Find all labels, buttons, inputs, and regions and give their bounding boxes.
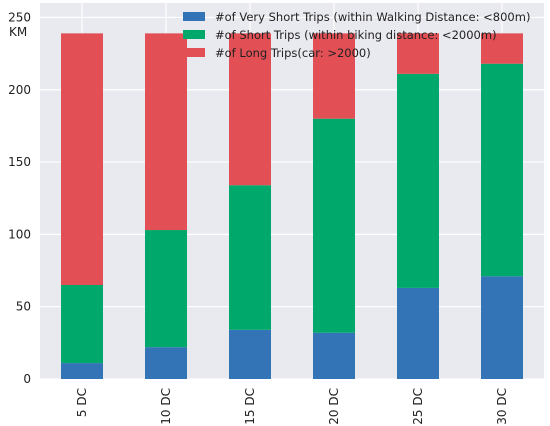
bar-segment bbox=[481, 63, 523, 277]
y-tick-label: 150 bbox=[8, 155, 31, 169]
legend-label: #of Short Trips (within biking distance:… bbox=[215, 28, 497, 42]
bar-segment bbox=[313, 118, 355, 333]
x-tick-label: 5 DC bbox=[75, 388, 89, 417]
legend-label: #of Long Trips(car: >2000) bbox=[215, 46, 371, 60]
bar-segment bbox=[229, 185, 271, 330]
legend-label: #of Very Short Trips (within Walking Dis… bbox=[215, 10, 530, 24]
y-tick-label: 0 bbox=[23, 372, 31, 386]
bar-segment bbox=[61, 33, 103, 285]
x-tick-label: 30 DC bbox=[495, 388, 509, 425]
y-tick-label: 100 bbox=[8, 227, 31, 241]
x-tick-label: 15 DC bbox=[243, 388, 257, 425]
bar-segment bbox=[61, 363, 103, 379]
legend-swatch bbox=[183, 12, 205, 21]
x-tick-label: 25 DC bbox=[411, 388, 425, 425]
bars bbox=[61, 33, 523, 379]
x-tick-label: 10 DC bbox=[159, 388, 173, 425]
bar-segment bbox=[313, 33, 355, 119]
bar-segment bbox=[397, 287, 439, 379]
legend-swatch bbox=[183, 48, 205, 57]
legend-swatch bbox=[183, 30, 205, 39]
y-axis-unit-label: KM bbox=[9, 25, 27, 39]
x-tick-label: 20 DC bbox=[327, 388, 341, 425]
y-tick-label: 50 bbox=[16, 300, 31, 314]
y-tick-label: 200 bbox=[8, 83, 31, 97]
legend: #of Very Short Trips (within Walking Dis… bbox=[183, 10, 530, 60]
bar-segment bbox=[397, 33, 439, 74]
plot-area bbox=[40, 3, 544, 379]
bar-segment bbox=[481, 33, 523, 64]
y-tick-label: 250 bbox=[8, 10, 31, 24]
bar-segment bbox=[61, 285, 103, 364]
bar-segment bbox=[145, 33, 187, 231]
y-axis-ticks: 0 50 100 150 200 250 bbox=[8, 10, 31, 386]
bar-segment bbox=[145, 347, 187, 379]
bar-segment bbox=[481, 276, 523, 379]
x-axis-ticks: 5 DC 10 DC 15 DC 20 DC 25 DC 30 DC bbox=[75, 388, 509, 425]
bar-segment bbox=[145, 230, 187, 348]
bar-segment bbox=[397, 73, 439, 288]
bar-segment bbox=[229, 33, 271, 186]
bar-segment bbox=[229, 329, 271, 379]
bar-segment bbox=[313, 332, 355, 379]
